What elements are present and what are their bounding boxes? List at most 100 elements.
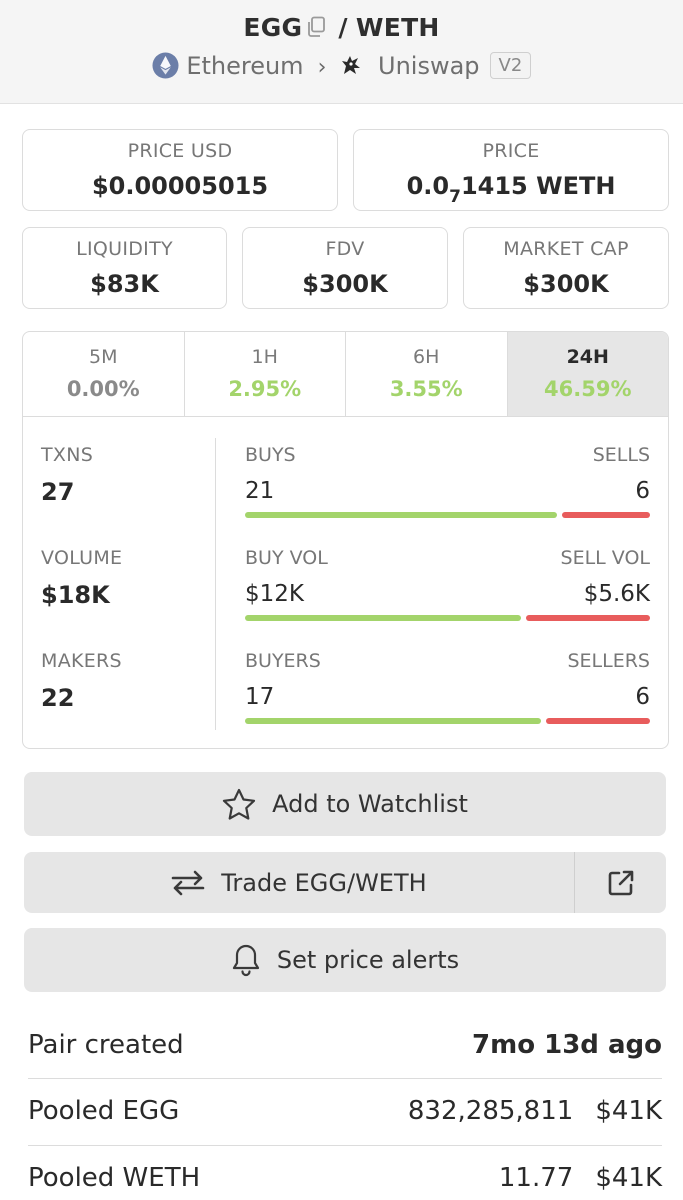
- timeframe-tabs: 5M 0.00% 1H 2.95% 6H 3.55% 24H 46.59%: [23, 332, 668, 417]
- chevron-right-icon: ›: [317, 55, 327, 80]
- chain-breadcrumb: Ethereum › Uniswap V2: [0, 51, 683, 80]
- txns-value: 27: [41, 478, 75, 506]
- trade-button[interactable]: Trade EGG/WETH: [24, 852, 666, 913]
- pair-age: 7mo 13d ago: [472, 1030, 662, 1060]
- watchlist-label: Add to Watchlist: [272, 790, 468, 818]
- tab-label: 24H: [566, 346, 609, 368]
- tab-change: 3.55%: [389, 377, 463, 401]
- makers-label: MAKERS: [41, 650, 122, 672]
- pooled-quote-usd: $41K: [595, 1163, 662, 1193]
- pair-separator: /: [338, 13, 348, 42]
- price-usd-card: PRICE USD $0.00005015: [22, 129, 338, 211]
- buyers-value: 17: [245, 684, 275, 710]
- pair-header: EGG / WETH Ethereum › Uniswap V2: [0, 0, 683, 104]
- sell-vol-label: SELL VOL: [560, 547, 650, 569]
- tab-24h[interactable]: 24H 46.59%: [507, 332, 668, 416]
- tab-change: 0.00%: [66, 377, 140, 401]
- price-native-card: PRICE 0.071415 WETH: [353, 129, 669, 211]
- sell-share: [526, 615, 650, 621]
- pooled-base-label: Pooled EGG: [28, 1096, 180, 1126]
- pooled-base-row: Pooled EGG 832,285,811 $41K: [28, 1084, 662, 1144]
- buy-share: [245, 615, 521, 621]
- buys-sells-bar: [245, 512, 650, 518]
- buy-vol-value: $12K: [245, 581, 304, 607]
- market-cap-value: $300K: [523, 270, 609, 298]
- chain-link[interactable]: Ethereum: [186, 52, 304, 80]
- swap-arrows-icon: [171, 870, 205, 895]
- trade-label: Trade EGG/WETH: [221, 868, 427, 897]
- pooled-base-value: 832,285,811 $41K: [408, 1096, 662, 1126]
- price-rest: 1415 WETH: [460, 172, 616, 200]
- pair-created-label: Pair created: [28, 1030, 184, 1060]
- bell-icon: [232, 944, 259, 977]
- pooled-base-amount: 832,285,811: [407, 1096, 574, 1126]
- buy-vol-label: BUY VOL: [245, 547, 328, 569]
- txns-label: TXNS: [41, 444, 94, 466]
- tab-1h[interactable]: 1H 2.95%: [185, 332, 346, 416]
- quote-token: WETH: [355, 13, 440, 42]
- row-divider: [28, 1078, 662, 1079]
- price-usd-label: PRICE USD: [127, 140, 233, 162]
- pooled-quote-amount: 11.77: [498, 1163, 574, 1193]
- pair-created-row: Pair created 7mo 13d ago: [28, 1018, 662, 1078]
- pair-created-value: 7mo 13d ago: [472, 1030, 662, 1060]
- fdv-value: $300K: [302, 270, 388, 298]
- pooled-quote-label: Pooled WETH: [28, 1163, 201, 1193]
- pooled-base-usd: $41K: [595, 1096, 662, 1126]
- version-badge: V2: [489, 51, 532, 79]
- tab-change: 2.95%: [228, 377, 302, 401]
- price-zero-count: 7: [449, 187, 461, 207]
- fdv-card: FDV $300K: [242, 227, 448, 309]
- set-price-alerts-button[interactable]: Set price alerts: [24, 928, 666, 992]
- price-native-value: 0.071415 WETH: [354, 172, 668, 207]
- tab-label: 1H: [251, 346, 278, 368]
- sell-share: [561, 512, 650, 518]
- unicorn-icon: [342, 56, 361, 74]
- buys-sells-row: BUYS SELLS 21 6: [245, 444, 650, 518]
- makers-bar: [245, 718, 650, 724]
- row-divider: [28, 1145, 662, 1146]
- tab-5m[interactable]: 5M 0.00%: [23, 332, 185, 416]
- volume-bar: [245, 615, 650, 621]
- txns-stat: TXNS 27: [41, 444, 221, 506]
- pair-title: EGG / WETH: [0, 13, 683, 42]
- buys-value: 21: [245, 478, 275, 504]
- column-divider: [215, 438, 216, 730]
- market-cap-label: MARKET CAP: [503, 238, 629, 260]
- alerts-label: Set price alerts: [276, 946, 460, 974]
- sells-label: SELLS: [592, 444, 650, 466]
- open-external-button[interactable]: [574, 852, 666, 913]
- star-icon: [222, 788, 256, 820]
- ethereum-icon: [152, 51, 179, 79]
- copy-icon[interactable]: [306, 16, 326, 38]
- price-native-label: PRICE: [482, 140, 540, 162]
- volume-row: BUY VOL SELL VOL $12K $5.6K: [245, 547, 650, 621]
- market-cap-card: MARKET CAP $300K: [463, 227, 669, 309]
- dex-link[interactable]: Uniswap: [378, 52, 480, 80]
- buys-label: BUYS: [245, 444, 296, 466]
- sell-vol-value: $5.6K: [583, 581, 650, 607]
- tab-6h[interactable]: 6H 3.55%: [346, 332, 508, 416]
- add-to-watchlist-button[interactable]: Add to Watchlist: [24, 772, 666, 836]
- liquidity-card: LIQUIDITY $83K: [22, 227, 227, 309]
- tab-label: 5M: [89, 346, 118, 368]
- buyers-label: BUYERS: [245, 650, 321, 672]
- makers-stat: MAKERS 22: [41, 650, 221, 712]
- buy-share: [245, 718, 541, 724]
- fdv-label: FDV: [325, 238, 365, 260]
- base-token: EGG: [243, 13, 303, 42]
- liquidity-value: $83K: [90, 270, 159, 298]
- volume-label: VOLUME: [41, 547, 123, 569]
- external-link-icon: [608, 870, 633, 895]
- sellers-label: SELLERS: [567, 650, 650, 672]
- volume-stat: VOLUME $18K: [41, 547, 221, 609]
- makers-value: 22: [41, 684, 75, 712]
- liquidity-label: LIQUIDITY: [76, 238, 173, 260]
- sellers-value: 6: [635, 684, 650, 710]
- price-usd-value: $0.00005015: [91, 172, 269, 200]
- volume-value: $18K: [41, 581, 110, 609]
- buy-share: [245, 512, 557, 518]
- sell-share: [546, 718, 650, 724]
- sells-value: 6: [635, 478, 650, 504]
- tab-change: 46.59%: [544, 377, 632, 401]
